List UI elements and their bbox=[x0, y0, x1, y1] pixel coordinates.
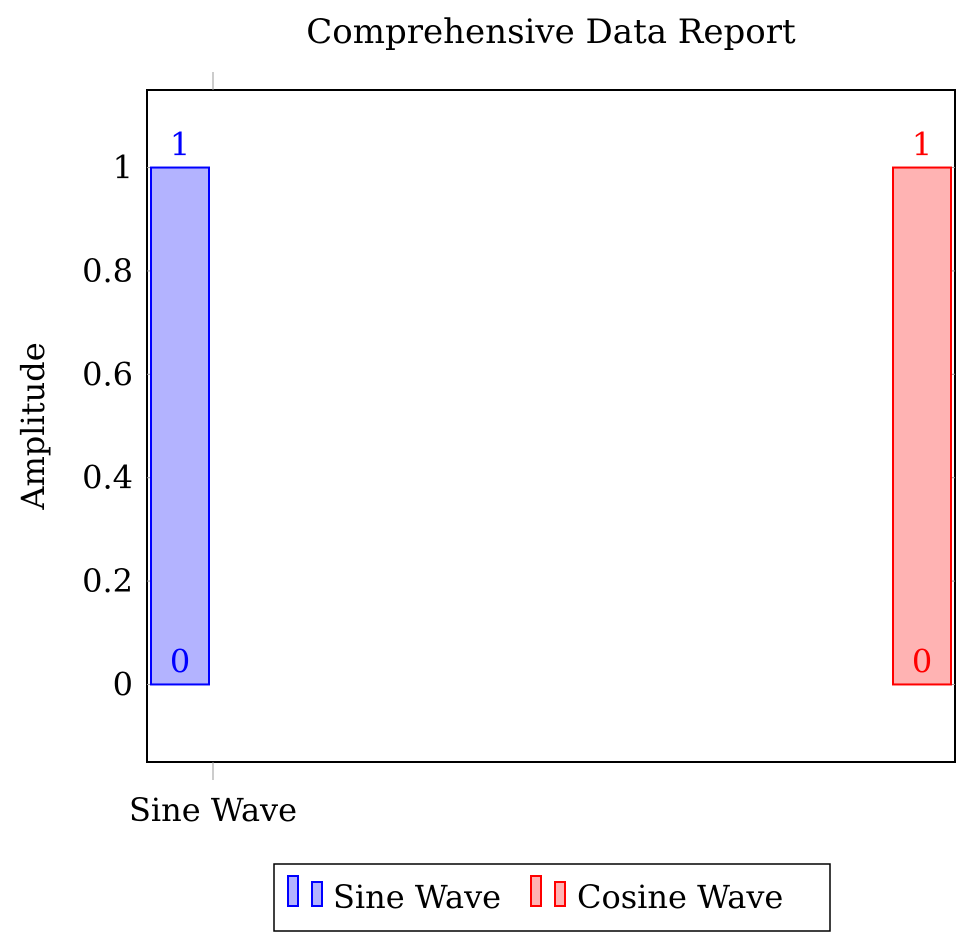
y-tick-label: 1 bbox=[113, 149, 133, 187]
legend-swatch-cosine-2 bbox=[554, 881, 566, 907]
y-axis: 0 0.2 0.4 0.6 0.8 1 bbox=[82, 149, 955, 703]
plot-area bbox=[146, 89, 956, 763]
data-label-high: 1 bbox=[912, 126, 932, 164]
y-tick-label: 0.6 bbox=[82, 355, 133, 393]
data-label-low: 0 bbox=[912, 642, 932, 680]
bars: 0 1 0 1 bbox=[150, 126, 952, 686]
legend: Sine Wave Cosine Wave bbox=[273, 863, 831, 932]
y-tick-label: 0.4 bbox=[82, 459, 133, 497]
bar-cosine-wave bbox=[892, 166, 952, 686]
y-tick-label: 0.8 bbox=[82, 252, 133, 290]
data-label-low: 0 bbox=[170, 642, 190, 680]
legend-swatch-sine-2 bbox=[311, 881, 323, 907]
y-tick-label: 0.2 bbox=[82, 562, 133, 600]
legend-box bbox=[273, 863, 831, 932]
legend-label-cosine-wave: Cosine Wave bbox=[577, 878, 783, 916]
y-tick-label: 0 bbox=[113, 665, 133, 703]
y-axis-label: Amplitude bbox=[14, 342, 52, 510]
bar-sine-wave bbox=[150, 166, 210, 686]
data-label-high: 1 bbox=[170, 126, 190, 164]
chart-title: Comprehensive Data Report bbox=[306, 12, 796, 52]
legend-swatch-cosine-1 bbox=[530, 875, 542, 907]
x-tick-label: Sine Wave bbox=[129, 791, 297, 829]
legend-label-sine-wave: Sine Wave bbox=[333, 878, 501, 916]
legend-swatch-sine-1 bbox=[287, 875, 299, 907]
